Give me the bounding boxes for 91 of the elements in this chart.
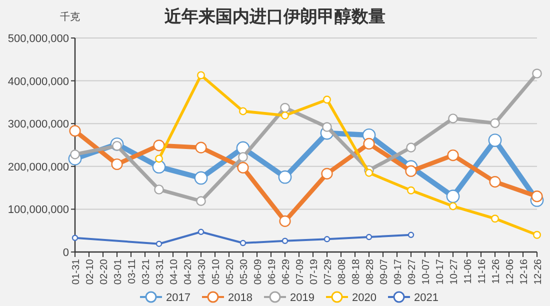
- point: [72, 234, 78, 241]
- x-tick-label: 04-20: [183, 258, 194, 285]
- point: [405, 165, 417, 177]
- y-axis-title: 千克: [60, 11, 80, 23]
- point: [196, 196, 206, 206]
- x-tick-label: 07-29: [323, 258, 334, 285]
- x-tick-label: 09-27: [407, 258, 418, 285]
- point: [408, 232, 414, 238]
- point: [322, 122, 332, 132]
- point: [279, 215, 291, 227]
- x-tick-label: 12-16: [519, 258, 530, 285]
- point: [240, 240, 246, 246]
- point: [532, 68, 542, 78]
- point: [531, 190, 543, 202]
- x-tick-label: 05-10: [211, 258, 222, 285]
- point: [238, 152, 248, 162]
- x-tick-label: 09-17: [393, 258, 404, 285]
- point: [533, 230, 541, 239]
- y-tick-label: 500,000,000: [8, 33, 69, 45]
- x-tick-label: 02-10: [85, 258, 96, 285]
- legend-label: 2021: [414, 292, 438, 304]
- point: [446, 190, 460, 204]
- point: [111, 158, 123, 170]
- y-tick-label: 0: [62, 247, 69, 259]
- x-tick-label: 07-19: [309, 258, 320, 285]
- x-tick-label: 11-06: [463, 258, 474, 284]
- point: [407, 186, 415, 194]
- x-tick-label: 03-01: [113, 258, 124, 285]
- point: [406, 142, 416, 152]
- point: [153, 140, 165, 152]
- y-tick-label: 100,000,000: [8, 204, 69, 216]
- legend-label: 2020: [352, 292, 376, 304]
- x-tick-label: 02-20: [99, 258, 110, 285]
- x-tick-label: 08-18: [351, 258, 362, 285]
- point: [366, 234, 372, 240]
- point: [197, 71, 205, 80]
- point: [363, 138, 375, 150]
- y-tick-label: 200,000,000: [8, 161, 69, 174]
- point: [280, 102, 290, 113]
- x-tick-label: 03-31: [155, 258, 166, 285]
- x-tick-label: 05-30: [239, 258, 250, 285]
- x-tick-label: 10-07: [421, 258, 432, 285]
- x-tick-label: 06-29: [281, 258, 292, 285]
- point: [237, 162, 249, 174]
- chart-title: 近年来国内进口伊朗甲醇数量: [164, 7, 386, 26]
- point: [155, 154, 163, 163]
- point: [239, 107, 247, 116]
- x-tick-label: 11-26: [491, 258, 502, 284]
- x-tick-label: 10-17: [435, 258, 446, 285]
- x-tick-label: 09-07: [379, 258, 390, 285]
- x-tick-label: 04-10: [169, 258, 180, 285]
- x-tick-label: 08-28: [365, 258, 376, 285]
- y-tick-label: 400,000,000: [8, 76, 69, 88]
- point: [198, 228, 204, 235]
- x-tick-label: 11-16: [477, 258, 488, 284]
- legend-label: 2019: [290, 292, 314, 304]
- point: [490, 118, 500, 128]
- point: [489, 176, 501, 188]
- point: [447, 149, 459, 162]
- x-tick-label: 06-19: [267, 258, 278, 285]
- point: [491, 214, 499, 223]
- point: [194, 171, 208, 185]
- point: [449, 202, 457, 210]
- x-tick-label: 06-09: [253, 258, 264, 285]
- x-tick-label: 05-20: [225, 258, 236, 285]
- x-tick-label: 10-27: [449, 258, 460, 285]
- x-tick-label: 03-11: [127, 258, 138, 284]
- x-tick-label: 08-08: [337, 258, 348, 285]
- point: [281, 111, 289, 120]
- point: [154, 184, 164, 194]
- x-tick-label: 03-21: [141, 258, 152, 285]
- point: [195, 142, 207, 154]
- point: [323, 96, 331, 104]
- point: [156, 240, 162, 247]
- x-tick-label: 07-09: [295, 258, 306, 285]
- point: [152, 160, 166, 174]
- legend-label: 2018: [228, 292, 252, 304]
- point: [448, 114, 458, 124]
- point: [365, 168, 373, 177]
- point: [321, 168, 333, 180]
- x-tick-label: 12-06: [505, 258, 516, 285]
- x-tick-label: 01-31: [71, 258, 82, 285]
- y-tick-label: 300,000,000: [8, 118, 69, 131]
- point: [278, 170, 292, 184]
- x-tick-label: 12-26: [533, 258, 544, 285]
- legend-label: 2017: [166, 292, 190, 304]
- x-tick-label: 04-30: [197, 258, 208, 285]
- point: [488, 134, 502, 147]
- point: [282, 238, 288, 244]
- point: [69, 125, 81, 137]
- point: [324, 236, 330, 242]
